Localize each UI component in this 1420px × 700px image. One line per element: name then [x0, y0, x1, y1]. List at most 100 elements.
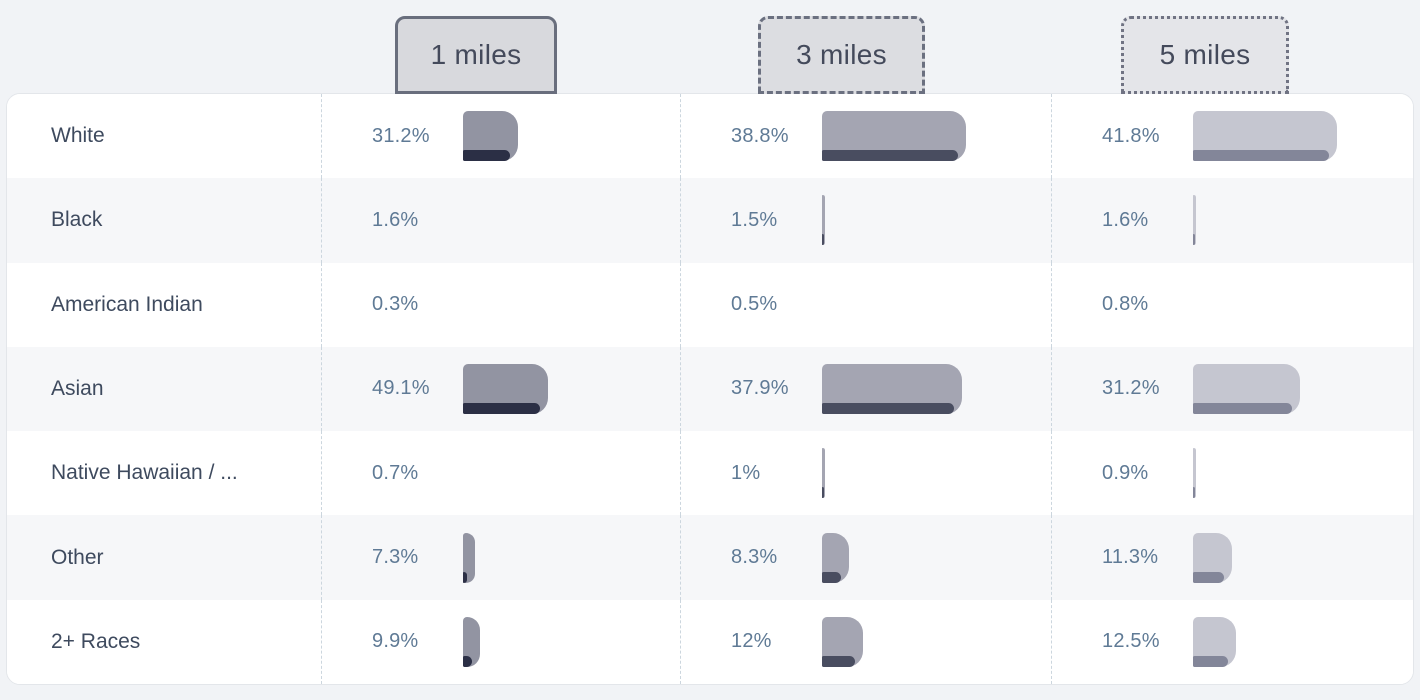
percent-bar — [463, 532, 475, 583]
cell-1-miles: 9.9% — [321, 599, 680, 684]
cell-5-miles: 0.8% — [1051, 262, 1413, 347]
cell-1-miles: 7.3% — [321, 515, 680, 600]
percent-bar-fill — [463, 532, 475, 583]
percent-value: 1% — [731, 461, 761, 484]
demographics-table: White 31.2% 38.8% 41.8% Black 1.6% 1.5% 1.6% Ame… — [6, 93, 1414, 685]
percent-value: 1.6% — [372, 208, 419, 231]
percent-value: 8.3% — [731, 546, 778, 569]
radius-chip-3-miles[interactable]: 3 miles — [758, 16, 925, 94]
race-label: 2+ Races — [51, 629, 141, 653]
cell-1-miles: 0.3% — [321, 262, 680, 347]
table-row: American Indian 0.3% 0.5% 0.8% — [7, 262, 1413, 347]
percent-value: 0.5% — [731, 293, 778, 316]
percent-value: 0.9% — [1102, 461, 1149, 484]
cell-3-miles: 12% — [680, 599, 1051, 684]
percent-bar — [1193, 111, 1337, 162]
cell-3-miles: 1.5% — [680, 178, 1051, 263]
race-label: Other — [51, 545, 104, 569]
percent-bar-base — [463, 655, 472, 667]
percent-value: 12% — [731, 630, 772, 653]
table-row: White 31.2% 38.8% 41.8% — [7, 94, 1413, 179]
table-row: Black 1.6% 1.5% 1.6% — [7, 178, 1413, 263]
table-row: Other 7.3% 8.3% 11.3% — [7, 515, 1413, 600]
percent-bar-base — [463, 571, 467, 583]
percent-bar-base — [822, 487, 824, 499]
percent-bar — [822, 532, 849, 583]
table-row: 2+ Races 9.9% 12% 12.5% — [7, 599, 1413, 684]
race-label: Black — [51, 208, 103, 232]
percent-bar-fill — [822, 195, 825, 246]
cell-5-miles: 1.6% — [1051, 178, 1413, 263]
percent-bar-base — [463, 402, 540, 414]
percent-bar-fill — [1193, 195, 1196, 246]
percent-bar-base — [1193, 571, 1224, 583]
percent-value: 0.8% — [1102, 293, 1149, 316]
percent-value: 31.2% — [372, 124, 430, 147]
radius-chip-5-miles[interactable]: 5 miles — [1121, 16, 1289, 94]
cell-3-miles: 1% — [680, 431, 1051, 516]
percent-bar — [1193, 616, 1236, 667]
percent-bar-fill — [1193, 448, 1196, 499]
cell-3-miles: 8.3% — [680, 515, 1051, 600]
cell-3-miles: 37.9% — [680, 346, 1051, 432]
percent-value: 9.9% — [372, 630, 419, 653]
percent-bar — [1193, 195, 1196, 246]
percent-value: 37.9% — [731, 377, 789, 400]
percent-bar — [822, 195, 825, 246]
cell-1-miles: 31.2% — [321, 94, 680, 179]
race-label: American Indian — [51, 292, 203, 316]
percent-bar — [463, 363, 548, 414]
percent-bar-base — [822, 234, 824, 246]
percent-bar — [822, 363, 962, 414]
percent-bar-base — [822, 655, 855, 667]
percent-value: 31.2% — [1102, 377, 1160, 400]
percent-value: 7.3% — [372, 546, 419, 569]
cell-1-miles: 49.1% — [321, 346, 680, 432]
cell-5-miles: 31.2% — [1051, 346, 1413, 432]
percent-bar — [822, 111, 966, 162]
percent-value: 0.7% — [372, 461, 419, 484]
percent-value: 41.8% — [1102, 124, 1160, 147]
cell-1-miles: 1.6% — [321, 178, 680, 263]
radius-chip-5-miles-label: 5 miles — [1159, 39, 1251, 70]
percent-bar-base — [1193, 150, 1329, 162]
radius-chip-3-miles-label: 3 miles — [796, 39, 887, 70]
percent-value: 1.6% — [1102, 208, 1149, 231]
radius-chip-1-miles-label: 1 miles — [430, 39, 522, 70]
percent-bar — [463, 111, 518, 162]
race-label: Asian — [51, 376, 104, 400]
radius-chip-1-miles[interactable]: 1 miles — [395, 16, 557, 94]
percent-bar-fill — [822, 448, 825, 499]
cell-5-miles: 0.9% — [1051, 431, 1413, 516]
percent-value: 12.5% — [1102, 630, 1160, 653]
percent-value: 1.5% — [731, 208, 778, 231]
percent-bar-base — [1193, 655, 1228, 667]
cell-5-miles: 11.3% — [1051, 515, 1413, 600]
race-label: White — [51, 124, 105, 148]
cell-3-miles: 38.8% — [680, 94, 1051, 179]
percent-value: 0.3% — [372, 293, 419, 316]
percent-bar — [1193, 532, 1232, 583]
percent-bar — [463, 616, 480, 667]
cell-5-miles: 12.5% — [1051, 599, 1413, 684]
percent-bar — [822, 448, 825, 499]
percent-bar — [1193, 363, 1300, 414]
percent-bar-base — [822, 150, 958, 162]
percent-bar-base — [463, 150, 510, 162]
percent-value: 11.3% — [1102, 546, 1159, 569]
percent-bar-base — [1193, 402, 1292, 414]
percent-bar-base — [1193, 234, 1195, 246]
percent-bar — [1193, 448, 1196, 499]
percent-bar — [822, 616, 863, 667]
percent-value: 49.1% — [372, 377, 430, 400]
race-label: Native Hawaiian / ... — [51, 461, 238, 485]
percent-bar-fill — [463, 616, 480, 667]
percent-value: 38.8% — [731, 124, 789, 147]
cell-3-miles: 0.5% — [680, 262, 1051, 347]
percent-bar-base — [822, 571, 841, 583]
percent-bar-base — [822, 402, 954, 414]
percent-bar-base — [1193, 487, 1195, 499]
cell-1-miles: 0.7% — [321, 431, 680, 516]
cell-5-miles: 41.8% — [1051, 94, 1413, 179]
table-row: Native Hawaiian / ... 0.7% 1% 0.9% — [7, 431, 1413, 516]
